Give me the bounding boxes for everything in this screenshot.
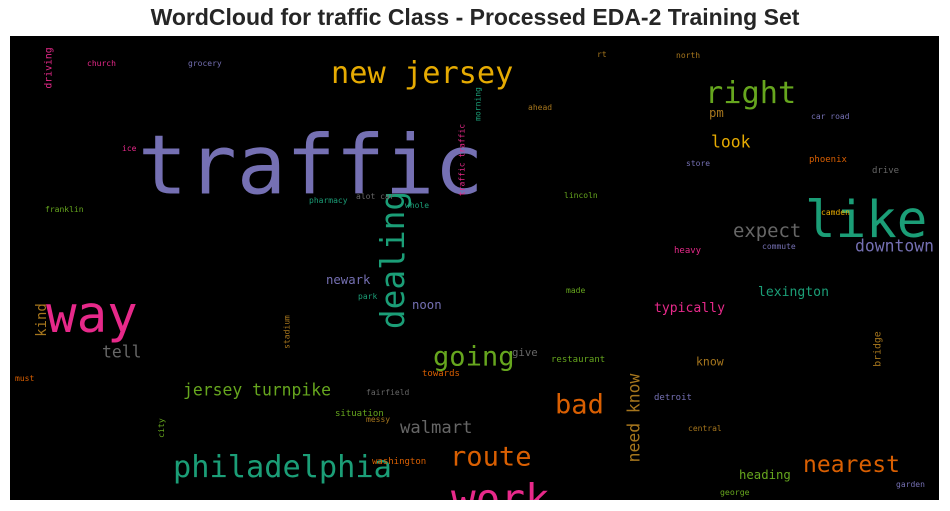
word-towards: towards [422, 369, 460, 379]
word-central: central [688, 424, 722, 433]
word-going: going [433, 341, 515, 372]
word-new-jersey: new jersey [331, 56, 513, 91]
word-whole: whole [405, 201, 429, 210]
word-newark: newark [326, 273, 371, 287]
word-lexington: lexington [758, 285, 829, 300]
word-commute: commute [762, 242, 796, 251]
word-pm: pm [709, 106, 724, 120]
word-park: park [358, 292, 377, 301]
word-know: know [696, 355, 724, 369]
word-give: give [512, 346, 538, 359]
word-ahead: ahead [528, 103, 552, 112]
word-phoenix: phoenix [809, 155, 848, 165]
word-fairfield: fairfield [366, 388, 410, 397]
word-city: city [156, 418, 166, 438]
word-must: must [15, 374, 34, 383]
word-store: store [686, 159, 710, 168]
word-traffic-traffic: traffic traffic [458, 124, 467, 196]
word-philadelphia: philadelphia [173, 450, 392, 485]
word-morning: morning [474, 87, 483, 121]
word-route: route [450, 441, 532, 472]
word-garden: garden [896, 480, 925, 489]
word-drive: drive [872, 166, 899, 176]
word-way: way [46, 285, 138, 344]
word-nearest: nearest [803, 452, 900, 478]
wordcloud-panel: traffic way like work new jersey right dealing… [10, 36, 939, 500]
word-franklin: franklin [45, 205, 84, 214]
word-jersey-turnpike: jersey turnpike [183, 380, 331, 399]
word-george: george [720, 487, 750, 497]
word-made: made [566, 286, 585, 295]
word-tell: tell [102, 342, 141, 361]
word-kind: kind [34, 303, 50, 336]
word-walmart: walmart [400, 418, 472, 438]
word-pharmacy: pharmacy [309, 196, 348, 205]
word-dealing: dealing [374, 191, 412, 329]
word-expect: expect [733, 220, 801, 242]
word-heading: heading [739, 468, 791, 482]
word-alot-car: alot car [356, 192, 395, 201]
word-rt: rt [597, 50, 607, 59]
word-stadium: stadium [283, 315, 292, 349]
word-detroit: detroit [654, 393, 692, 403]
word-noon: noon [412, 298, 442, 312]
word-grocery: grocery [188, 59, 222, 68]
word-bad: bad [555, 389, 604, 420]
word-heavy: heavy [674, 246, 702, 256]
word-bridge: bridge [873, 331, 884, 366]
word-messy: messy [366, 415, 390, 424]
word-driving: driving [44, 47, 55, 88]
word-typically: typically [654, 301, 725, 316]
word-downtown: downtown [855, 236, 934, 255]
word-look: look [711, 132, 751, 151]
word-need-know: need know [625, 373, 644, 462]
word-restaurant: restaurant [551, 355, 605, 365]
word-ice: ice [122, 144, 137, 153]
word-washington: washington [372, 457, 426, 467]
word-north: north [676, 51, 700, 60]
word-work: work [451, 475, 550, 500]
word-car-road: car road [811, 112, 850, 121]
word-camden: camden [821, 208, 850, 217]
word-lincoln: lincoln [564, 191, 598, 200]
word-church: church [87, 59, 116, 68]
chart-title: WordCloud for traffic Class - Processed … [0, 4, 950, 31]
